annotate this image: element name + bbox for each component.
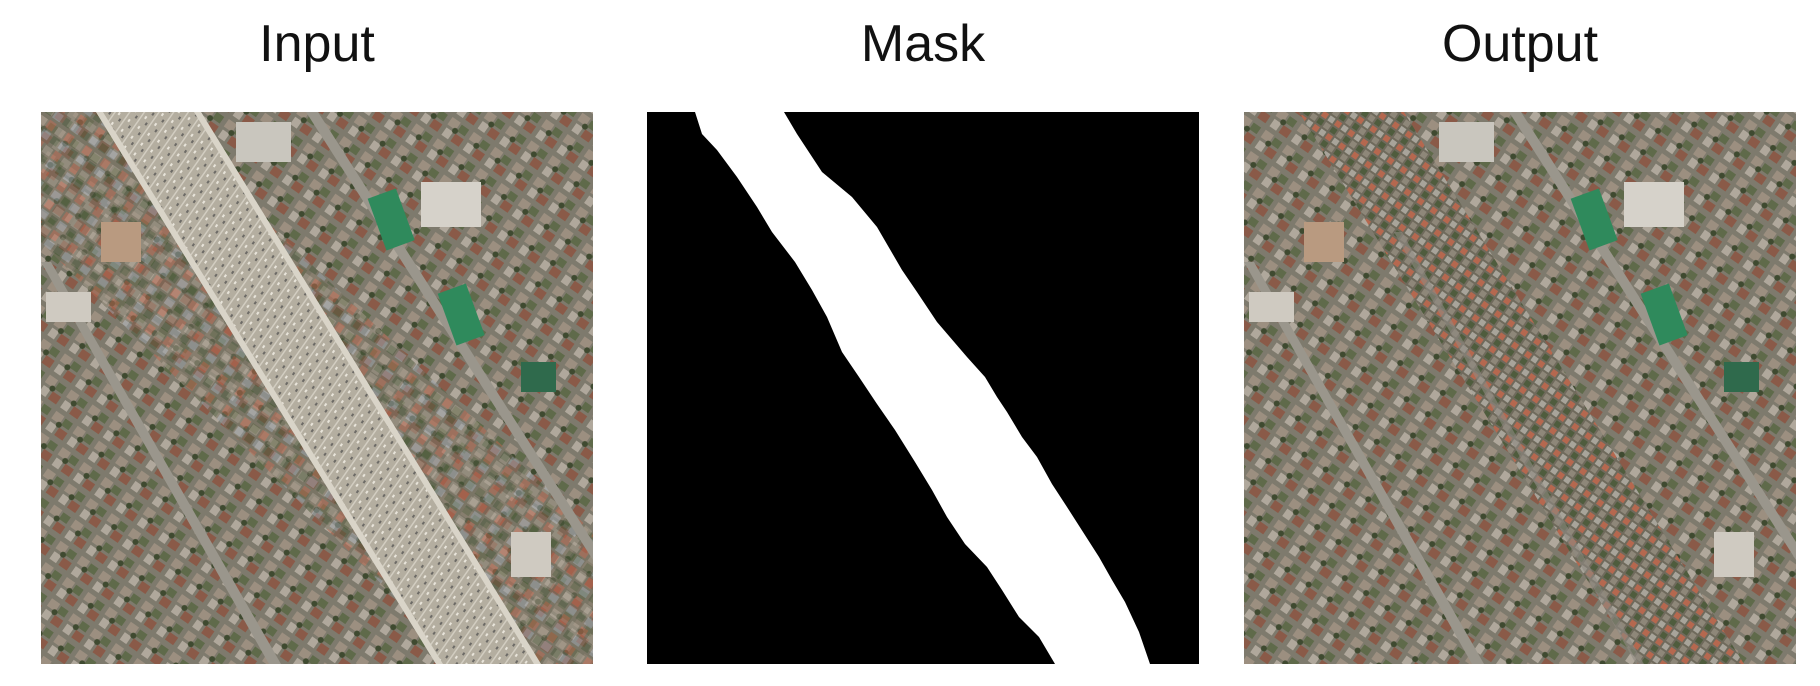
input-panel: Input: [41, 0, 593, 686]
mask-image: [647, 112, 1199, 664]
mask-title: Mask: [860, 15, 986, 73]
mask-panel: Mask: [647, 0, 1199, 686]
output-image: [1244, 112, 1796, 664]
input-title: Input: [259, 15, 375, 73]
output-panel: Output: [1244, 0, 1796, 686]
input-image: [41, 112, 593, 664]
output-title: Output: [1441, 15, 1599, 73]
